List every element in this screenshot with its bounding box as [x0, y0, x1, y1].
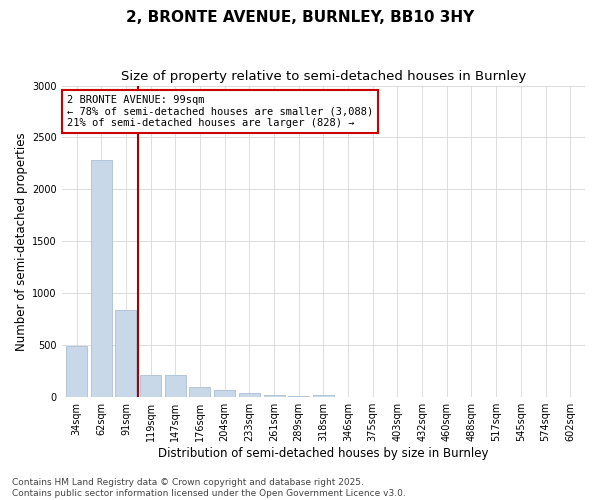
Bar	[91, 160, 112, 397]
Text: 2, BRONTE AVENUE, BURNLEY, BB10 3HY: 2, BRONTE AVENUE, BURNLEY, BB10 3HY	[126, 10, 474, 25]
Bar	[115, 310, 136, 397]
Bar	[140, 376, 161, 397]
Text: Contains HM Land Registry data © Crown copyright and database right 2025.
Contai: Contains HM Land Registry data © Crown c…	[12, 478, 406, 498]
Bar	[263, 394, 284, 397]
Bar	[190, 388, 211, 397]
Bar	[288, 396, 309, 397]
Bar	[239, 393, 260, 397]
X-axis label: Distribution of semi-detached houses by size in Burnley: Distribution of semi-detached houses by …	[158, 447, 488, 460]
Bar	[165, 376, 186, 397]
Title: Size of property relative to semi-detached houses in Burnley: Size of property relative to semi-detach…	[121, 70, 526, 83]
Bar	[313, 395, 334, 397]
Y-axis label: Number of semi-detached properties: Number of semi-detached properties	[15, 132, 28, 350]
Text: 2 BRONTE AVENUE: 99sqm
← 78% of semi-detached houses are smaller (3,088)
21% of : 2 BRONTE AVENUE: 99sqm ← 78% of semi-det…	[67, 95, 373, 128]
Bar	[214, 390, 235, 397]
Bar	[66, 346, 87, 397]
